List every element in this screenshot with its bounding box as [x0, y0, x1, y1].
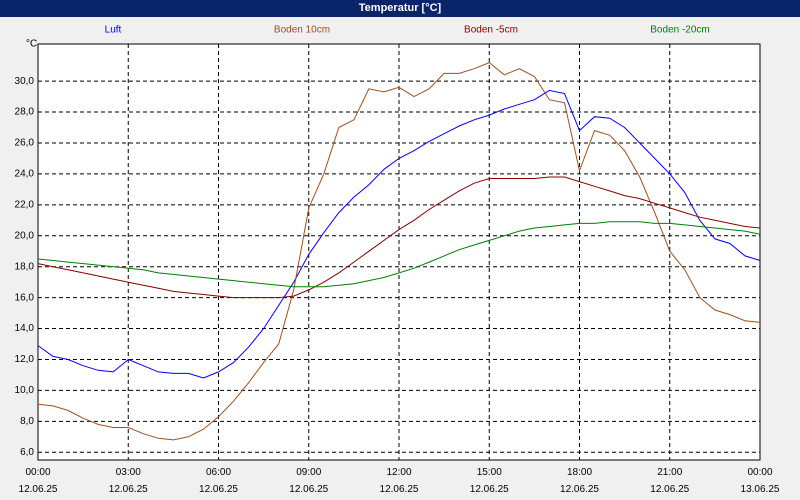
plot-border — [37, 43, 761, 461]
y-tick-label: 14,0 — [15, 323, 35, 334]
x-tick-label: 03:00 12.06.25 — [108, 467, 148, 495]
series-line — [37, 221, 761, 288]
y-tick-label: 24,0 — [15, 169, 35, 180]
y-tick-label: 12,0 — [15, 354, 35, 365]
y-tick-label: 8,0 — [20, 416, 34, 427]
x-tick-label: 06:00 12.06.25 — [199, 467, 238, 495]
series-line — [37, 62, 761, 441]
x-tick-label: 12:00 12.06.25 — [379, 467, 419, 495]
y-tick-label: 22,0 — [15, 199, 35, 210]
y-tick-label: 6,0 — [20, 447, 34, 458]
y-tick-label: 30,0 — [15, 76, 35, 87]
y-tick-label: 16,0 — [15, 292, 35, 303]
y-tick-label: 26,0 — [15, 138, 35, 149]
y-tick-label: 28,0 — [15, 107, 35, 118]
legend-entry: Boden -5cm — [464, 25, 518, 36]
x-tick-label: 21:00 12.06.25 — [650, 467, 690, 495]
x-tick-label: 18:00 12.06.25 — [560, 467, 599, 495]
x-tick-label: 15:00 12.06.25 — [469, 467, 509, 495]
x-tick-label: 00:00 13.06.25 — [740, 467, 780, 495]
y-tick-label: 20,0 — [15, 230, 35, 241]
y-tick-label: 10,0 — [15, 385, 35, 396]
series-line — [37, 89, 761, 379]
y-axis-label: °C — [26, 39, 37, 50]
legend-entry: Boden 10cm — [274, 25, 330, 36]
y-tick-label: 18,0 — [15, 261, 35, 272]
chart-title: Temperatur [°C] — [0, 0, 800, 17]
x-tick-label: 00:00 12.06.25 — [18, 467, 58, 495]
legend-entry: Boden -20cm — [650, 25, 709, 36]
x-tick-label: 09:00 12.06.25 — [289, 467, 329, 495]
series-line — [37, 176, 761, 299]
legend-entry: Luft — [105, 25, 122, 36]
